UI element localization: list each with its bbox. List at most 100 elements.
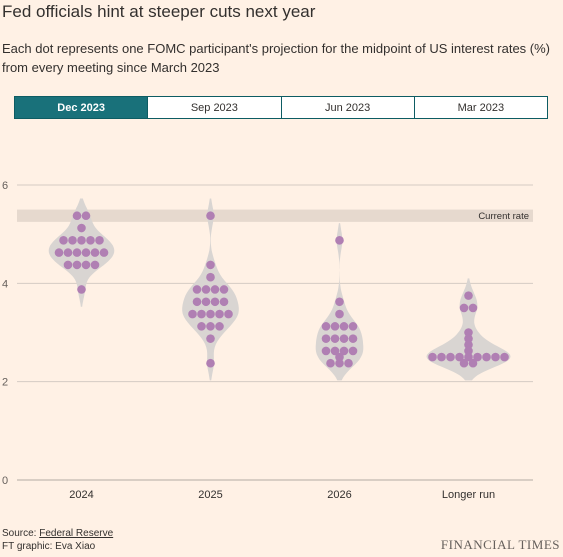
- y-tick-label: 4: [2, 278, 8, 290]
- current-rate-band: [17, 209, 533, 222]
- projection-dot: [224, 309, 233, 319]
- projection-dot: [473, 352, 482, 362]
- projection-dot: [339, 346, 349, 356]
- projection-dot: [72, 248, 82, 257]
- projection-dot: [206, 272, 215, 282]
- projection-dot: [335, 297, 344, 307]
- projection-dot: [468, 358, 478, 368]
- projection-dot: [63, 248, 73, 257]
- projection-dot: [428, 352, 437, 362]
- tab-mar-2023[interactable]: Mar 2023: [413, 97, 547, 118]
- projection-dot: [330, 346, 340, 356]
- projection-dot: [464, 334, 473, 343]
- y-tick-label: 6: [2, 180, 8, 192]
- projection-dot: [77, 236, 86, 245]
- x-tick-label: 2025: [198, 489, 222, 501]
- current-rate-label: Current rate: [478, 211, 529, 222]
- projection-dot: [59, 236, 68, 245]
- x-tick-label: 2026: [327, 489, 351, 501]
- projection-dot: [206, 309, 215, 319]
- projection-dot: [215, 322, 224, 331]
- projection-dot: [335, 352, 344, 362]
- projection-dot: [95, 236, 104, 245]
- projection-dot: [464, 328, 473, 337]
- projection-dot: [197, 309, 206, 319]
- projection-dot: [206, 358, 215, 368]
- source-prefix: Source:: [2, 528, 40, 539]
- projection-dot: [197, 322, 206, 331]
- projection-dot: [446, 352, 455, 362]
- dot-plot-chart: 0 2 4 6 Current rate 2024 2025 2026 Longer run: [2, 180, 533, 501]
- projection-dot: [348, 322, 358, 331]
- x-tick-label: 2024: [69, 489, 93, 501]
- projection-dot: [90, 248, 100, 257]
- projection-dot: [468, 303, 478, 313]
- chart-subtitle: Each dot represents one FOMC participant…: [2, 41, 551, 75]
- projection-dot: [491, 352, 500, 362]
- projection-dot: [348, 346, 358, 356]
- projection-dot: [210, 297, 220, 307]
- projection-dot: [321, 346, 331, 356]
- projection-dot: [86, 236, 95, 245]
- projection-dot: [335, 309, 344, 319]
- projection-dot: [206, 211, 215, 221]
- projection-dot: [206, 260, 215, 270]
- projection-dot: [326, 358, 335, 368]
- y-tick-label: 0: [2, 475, 8, 487]
- projection-dot: [81, 260, 91, 270]
- projection-dot: [464, 291, 473, 300]
- source-link[interactable]: Federal Reserve: [39, 528, 114, 539]
- chart-title: Fed officials hint at steeper cuts next …: [2, 2, 316, 21]
- projection-dot: [464, 340, 473, 350]
- violin-shape: [182, 198, 239, 381]
- projection-dot: [437, 352, 446, 362]
- projection-dot: [206, 322, 215, 331]
- projection-dot: [219, 297, 229, 307]
- projection-dot: [54, 248, 64, 257]
- projection-dot: [72, 260, 82, 270]
- source-note: Source: Federal Reserve FT graphic: Eva …: [2, 527, 113, 553]
- projection-dot: [81, 211, 91, 221]
- projection-dot: [77, 285, 86, 294]
- projection-dot: [335, 236, 344, 245]
- projection-dot: [81, 248, 91, 257]
- tab-jun-2023[interactable]: Jun 2023: [280, 97, 414, 118]
- projection-dot: [201, 285, 211, 294]
- projection-dot: [192, 297, 202, 307]
- projection-dot: [459, 303, 469, 313]
- projection-dot: [201, 297, 211, 307]
- projection-dot: [335, 358, 344, 368]
- meeting-tab-bar: Dec 2023 Sep 2023 Jun 2023 Mar 2023: [14, 96, 548, 119]
- projection-dot: [99, 248, 109, 257]
- projection-dot: [215, 309, 224, 319]
- projection-dot: [482, 352, 491, 362]
- projection-dot: [321, 322, 331, 331]
- graphic-credit: FT graphic: Eva Xiao: [2, 541, 96, 552]
- x-tick-label: Longer run: [442, 489, 495, 501]
- projection-dot: [63, 260, 73, 270]
- projection-dot: [72, 211, 82, 221]
- projection-dot: [68, 236, 77, 245]
- projection-dot: [321, 334, 331, 343]
- projection-dot: [77, 223, 86, 233]
- projection-dot: [210, 285, 220, 294]
- projection-dot: [90, 260, 100, 270]
- projection-dot: [188, 309, 197, 319]
- projection-dot: [206, 334, 215, 343]
- tab-dec-2023[interactable]: Dec 2023: [15, 97, 148, 118]
- projection-dot: [455, 352, 464, 362]
- tab-sep-2023[interactable]: Sep 2023: [147, 97, 280, 118]
- projection-dot: [219, 285, 229, 294]
- projection-dot: [464, 346, 473, 356]
- projection-dot: [330, 322, 340, 331]
- projection-dot: [459, 358, 469, 368]
- projection-dot: [500, 352, 509, 362]
- projection-dot: [339, 322, 349, 331]
- projection-dot: [339, 334, 349, 343]
- projection-dot: [330, 334, 340, 343]
- ft-logo: FINANCIAL TIMES: [440, 537, 560, 552]
- projection-dot: [344, 358, 353, 368]
- projection-dot: [348, 334, 358, 343]
- violin-shape: [48, 198, 115, 307]
- y-tick-label: 2: [2, 377, 8, 389]
